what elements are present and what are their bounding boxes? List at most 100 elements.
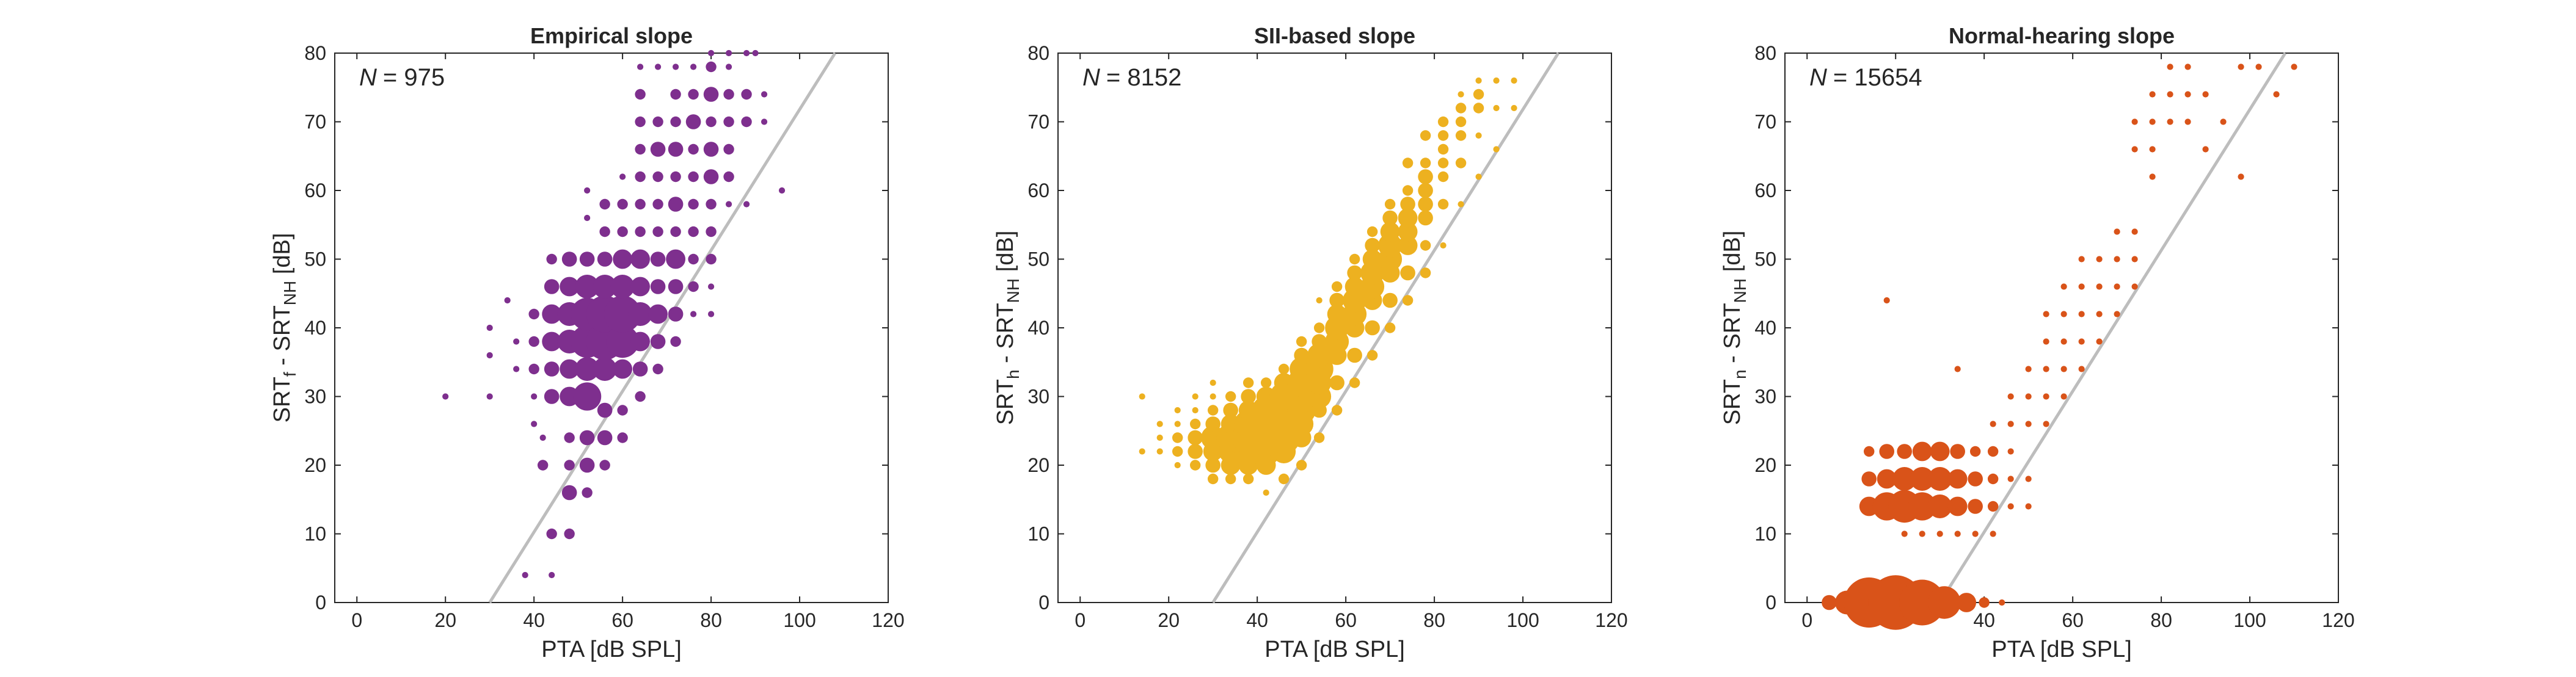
data-point: [652, 363, 663, 375]
data-point: [688, 171, 699, 183]
data-point: [1402, 295, 1414, 306]
data-point: [2043, 393, 2049, 400]
data-point: [1990, 530, 1996, 537]
data-point: [703, 142, 719, 157]
data-point: [1990, 421, 1996, 427]
data-point: [707, 49, 715, 57]
y-tick-label: 60: [304, 179, 326, 201]
data-point: [513, 338, 520, 345]
data-point: [778, 187, 786, 194]
data-point: [685, 114, 701, 129]
data-point: [2184, 63, 2191, 70]
x-tick-label: 60: [1335, 609, 1357, 631]
x-tick-label: 100: [1506, 609, 1539, 631]
n-count-label: N = 15654: [1809, 64, 1922, 91]
x-axis-label: PTA [dB SPL]: [541, 637, 682, 662]
y-tick-label: 70: [1754, 111, 1776, 133]
data-point: [2060, 283, 2067, 290]
data-point: [617, 198, 628, 210]
n-count-label: N = 975: [359, 64, 445, 91]
x-tick-label: 100: [783, 609, 815, 631]
data-point: [1366, 226, 1378, 237]
data-point: [666, 249, 685, 269]
data-point: [579, 430, 595, 446]
data-point: [1365, 237, 1380, 253]
data-point: [1174, 421, 1181, 427]
data-point: [1947, 469, 1968, 489]
data-point: [2291, 63, 2297, 70]
data-point: [635, 143, 646, 155]
data-point: [635, 171, 646, 183]
data-point: [2025, 421, 2032, 427]
data-point: [650, 252, 666, 267]
data-point: [1455, 157, 1467, 168]
x-tick-label: 40: [523, 609, 545, 631]
data-point: [1418, 183, 1433, 198]
data-point: [597, 402, 613, 418]
y-tick-label: 0: [1038, 592, 1049, 614]
data-point: [1278, 473, 1290, 485]
x-tick-label: 40: [1973, 609, 1995, 631]
data-point: [1420, 240, 1431, 251]
data-point: [650, 334, 666, 349]
data-point: [1296, 460, 1307, 471]
data-point: [613, 359, 633, 379]
data-point: [2060, 338, 2067, 345]
data-point: [1972, 530, 1979, 537]
data-point: [575, 357, 599, 381]
y-tick-label: 50: [1027, 248, 1049, 270]
data-point: [2096, 256, 2103, 262]
y-tick-label: 70: [304, 111, 326, 133]
data-point: [1437, 143, 1449, 155]
x-tick-label: 0: [351, 609, 362, 631]
y-tick-label: 40: [304, 317, 326, 339]
data-point: [1493, 146, 1500, 153]
data-point: [725, 49, 732, 57]
data-point: [630, 277, 651, 297]
data-point: [670, 336, 681, 347]
data-point: [650, 142, 666, 157]
data-point: [637, 63, 644, 70]
data-point: [706, 61, 717, 73]
data-point: [1458, 201, 1464, 208]
data-point: [668, 197, 684, 212]
data-point: [2007, 393, 2014, 400]
data-point: [1473, 89, 1484, 100]
y-tick-label: 80: [304, 42, 326, 64]
data-point: [617, 432, 628, 443]
data-point: [1947, 496, 1968, 516]
data-point: [688, 89, 699, 100]
data-point: [2131, 118, 2138, 125]
tick-layer: 0 20 40 60 80 100 120 0 10 20 30 40 50 60 70 80: [1027, 42, 1627, 631]
data-point: [1343, 288, 1367, 313]
data-point: [597, 430, 613, 446]
data-point: [531, 393, 538, 400]
data-point: [1400, 265, 1415, 281]
data-point: [1969, 446, 1981, 457]
data-point: [2078, 366, 2085, 372]
data-point: [2167, 118, 2173, 125]
x-tick-label: 120: [872, 609, 904, 631]
data-point: [537, 460, 549, 471]
y-tick-label: 80: [1754, 42, 1776, 64]
data-point: [2060, 393, 2067, 400]
data-point: [486, 393, 493, 400]
x-tick-label: 80: [700, 609, 722, 631]
data-point: [635, 391, 646, 402]
data-point: [579, 457, 595, 473]
data-point: [1307, 343, 1332, 367]
data-point: [528, 308, 539, 320]
data-point: [2043, 311, 2049, 317]
data-point: [2007, 476, 2014, 482]
data-point: [546, 528, 557, 540]
data-point: [1345, 277, 1365, 297]
data-point: [1205, 416, 1220, 432]
data-point: [2238, 63, 2244, 70]
data-point: [1968, 499, 1983, 514]
data-point: [1366, 350, 1378, 361]
data-point: [2096, 338, 2103, 345]
data-point: [688, 198, 699, 210]
data-point: [560, 359, 580, 379]
plot-frame: [1784, 52, 2339, 603]
data-point: [2078, 256, 2085, 262]
